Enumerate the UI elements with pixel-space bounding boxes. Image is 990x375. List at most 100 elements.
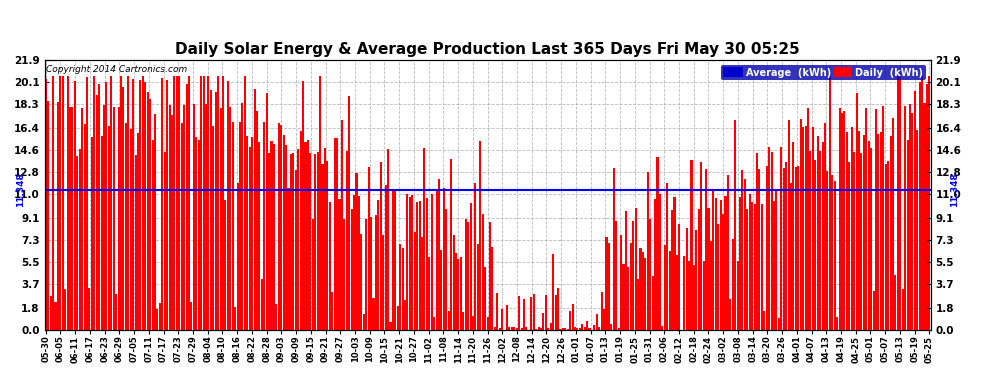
Bar	[618, 328, 620, 330]
Bar	[419, 201, 421, 330]
Bar	[429, 257, 431, 330]
Bar	[921, 76, 923, 330]
Bar	[457, 259, 459, 330]
Bar	[56, 102, 59, 330]
Bar	[176, 76, 178, 330]
Bar	[533, 294, 535, 330]
Bar	[710, 242, 712, 330]
Bar	[780, 147, 782, 330]
Bar	[314, 154, 316, 330]
Bar	[620, 235, 622, 330]
Bar	[666, 183, 668, 330]
Bar	[447, 311, 449, 330]
Bar	[673, 197, 675, 330]
Bar	[882, 106, 884, 330]
Bar	[819, 151, 821, 330]
Bar	[332, 292, 334, 330]
Bar	[302, 81, 304, 330]
Bar	[715, 198, 717, 330]
Bar	[280, 125, 282, 330]
Bar	[132, 79, 135, 330]
Bar	[700, 162, 702, 330]
Bar	[795, 167, 797, 330]
Bar	[346, 151, 347, 330]
Bar	[916, 130, 919, 330]
Bar	[273, 144, 275, 330]
Bar	[93, 76, 95, 330]
Bar	[357, 196, 360, 330]
Bar	[611, 324, 613, 330]
Bar	[924, 103, 926, 330]
Bar	[790, 183, 792, 330]
Bar	[712, 190, 715, 330]
Bar	[142, 76, 144, 330]
Bar	[737, 261, 739, 330]
Bar	[929, 76, 931, 330]
Bar	[135, 155, 137, 330]
Bar	[234, 307, 237, 330]
Bar	[549, 323, 551, 330]
Bar	[576, 328, 578, 330]
Bar	[270, 141, 272, 330]
Bar	[230, 107, 232, 330]
Bar	[865, 108, 867, 330]
Bar	[317, 152, 319, 330]
Bar	[800, 119, 802, 330]
Bar	[557, 288, 559, 330]
Bar	[853, 152, 855, 330]
Bar	[761, 204, 763, 330]
Bar	[732, 239, 734, 330]
Bar	[885, 164, 887, 330]
Bar	[334, 138, 336, 330]
Bar	[914, 91, 916, 330]
Bar	[382, 235, 384, 330]
Bar	[459, 257, 462, 330]
Bar	[571, 304, 573, 330]
Bar	[225, 200, 227, 330]
Bar	[897, 76, 899, 330]
Bar	[438, 180, 441, 330]
Bar	[751, 202, 753, 330]
Bar	[739, 197, 742, 330]
Bar	[360, 234, 362, 330]
Bar	[887, 161, 889, 330]
Bar	[74, 81, 76, 330]
Bar	[50, 296, 51, 330]
Bar	[814, 160, 817, 330]
Bar	[305, 141, 307, 330]
Bar	[154, 114, 156, 330]
Legend: Average  (kWh), Daily  (kWh): Average (kWh), Daily (kWh)	[721, 65, 926, 80]
Bar	[450, 159, 452, 330]
Bar	[785, 162, 787, 330]
Bar	[690, 160, 693, 330]
Bar	[86, 77, 88, 330]
Bar	[158, 303, 161, 330]
Bar	[875, 109, 877, 330]
Bar	[123, 87, 125, 330]
Bar	[200, 76, 202, 330]
Bar	[137, 133, 139, 330]
Bar	[513, 327, 516, 330]
Bar	[839, 108, 841, 330]
Bar	[608, 243, 610, 330]
Bar	[633, 221, 635, 330]
Bar	[431, 194, 433, 330]
Bar	[909, 104, 911, 330]
Bar	[601, 292, 603, 330]
Bar	[71, 106, 73, 330]
Bar	[312, 219, 314, 330]
Bar	[479, 141, 481, 330]
Bar	[178, 76, 180, 330]
Bar	[365, 219, 367, 330]
Bar	[205, 104, 207, 330]
Bar	[64, 290, 66, 330]
Bar	[173, 76, 175, 330]
Bar	[544, 295, 546, 330]
Bar	[646, 172, 648, 330]
Bar	[322, 164, 324, 330]
Bar	[81, 108, 83, 330]
Bar	[802, 127, 804, 330]
Bar	[834, 181, 836, 330]
Bar	[907, 140, 909, 330]
Bar	[156, 309, 158, 330]
